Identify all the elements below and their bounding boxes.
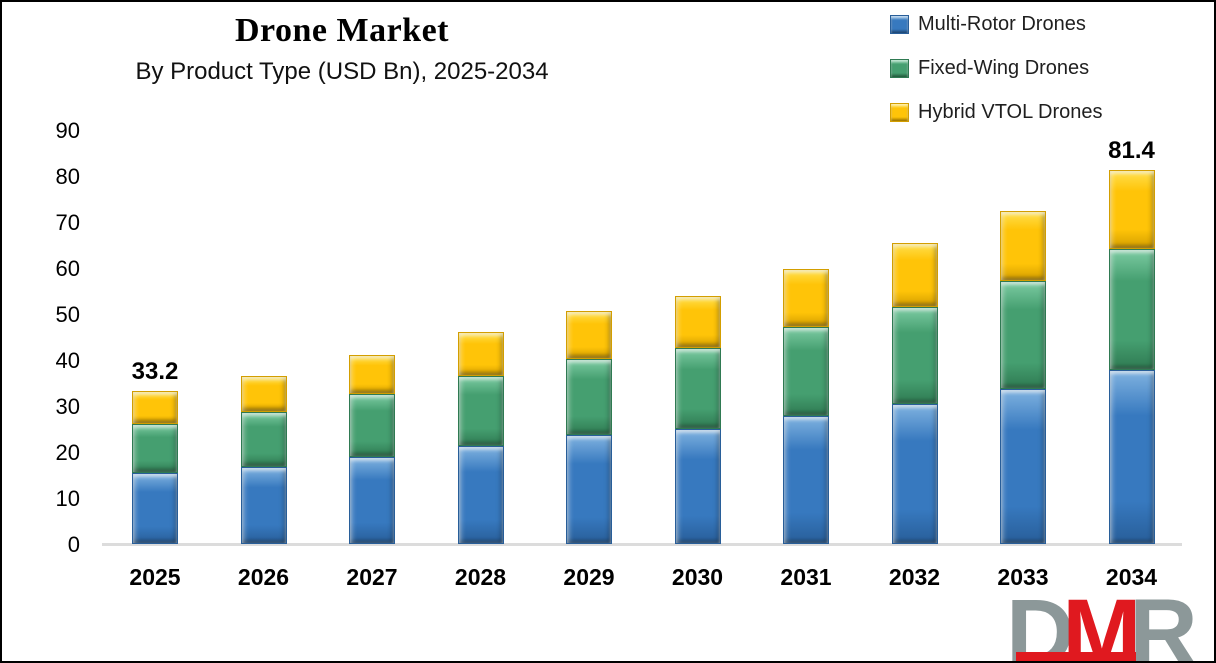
legend-label: Multi-Rotor Drones <box>918 13 1086 35</box>
stacked-bar-2032 <box>891 243 938 544</box>
x-axis-tick-label: 2025 <box>129 564 181 590</box>
bar-segment-hybrid-vtol-drones <box>891 243 938 307</box>
x-axis-tick-label: 2032 <box>888 564 941 590</box>
chart-title: Drone Market <box>234 12 450 49</box>
legend-label: Hybrid VTOL Drones <box>918 101 1103 123</box>
bar-segment-fixed-wing-drones <box>891 306 938 405</box>
bar-segment-multi-rotor-drones <box>132 473 178 544</box>
bar-segment-multi-rotor-drones <box>349 456 395 544</box>
bar-segment-fixed-wing-drones <box>1108 248 1155 371</box>
stacked-bar-2029 <box>566 311 612 544</box>
y-axis-tick-label: 10 <box>55 486 80 511</box>
legend-item-fixed-wing: Fixed-Wing Drones <box>890 57 1103 79</box>
stacked-bar-2030 <box>674 295 721 544</box>
bar-segment-hybrid-vtol-drones <box>457 331 504 377</box>
bar-segment-hybrid-vtol-drones <box>132 391 178 424</box>
bar-segment-hybrid-vtol-drones <box>783 268 829 328</box>
y-axis-tick-label: 20 <box>55 440 80 465</box>
bar-value-label-2034: 81.4 <box>1108 136 1155 164</box>
bar-segment-multi-rotor-drones <box>891 404 938 544</box>
x-axis-tick-label: 2030 <box>671 564 724 590</box>
x-axis-line <box>102 543 1182 546</box>
bar-segment-hybrid-vtol-drones <box>674 295 721 348</box>
bar-segment-fixed-wing-drones <box>674 347 721 429</box>
legend-item-multi-rotor: Multi-Rotor Drones <box>890 13 1103 35</box>
y-axis-tick-label: 0 <box>67 532 80 557</box>
logo-letter-r: R <box>1129 593 1198 663</box>
x-axis-tick-label: 2026 <box>237 564 290 590</box>
bar-segment-multi-rotor-drones <box>240 466 287 544</box>
y-axis-tick-label: 70 <box>55 210 80 235</box>
chart-subtitle: By Product Type (USD Bn), 2025-2034 <box>135 58 549 85</box>
bar-segment-fixed-wing-drones <box>457 376 504 447</box>
stacked-bar-2031 <box>783 268 829 544</box>
bar-segment-fixed-wing-drones <box>1000 281 1046 390</box>
y-axis-tick-label: 50 <box>55 302 80 327</box>
bar-segment-hybrid-vtol-drones <box>349 354 395 394</box>
bar-segment-multi-rotor-drones <box>674 428 721 544</box>
bar-segment-multi-rotor-drones <box>1000 389 1046 544</box>
y-axis-tick-label: 30 <box>55 394 80 419</box>
bar-segment-fixed-wing-drones <box>240 412 287 467</box>
logo-letter-m: M <box>1062 593 1141 663</box>
y-axis-tick-label: 90 <box>55 118 80 143</box>
x-axis-tick-label: 2029 <box>563 564 615 590</box>
legend-label: Fixed-Wing Drones <box>918 57 1090 79</box>
bar-segment-multi-rotor-drones <box>566 435 612 544</box>
dmr-logo: DMR <box>1006 593 1206 663</box>
bar-segment-fixed-wing-drones <box>566 359 612 436</box>
logo-red-bar <box>1016 652 1136 661</box>
legend-swatch-green-icon <box>890 59 909 78</box>
x-axis-tick-label: 2034 <box>1105 564 1158 590</box>
bar-segment-multi-rotor-drones <box>783 416 829 544</box>
bar-segment-hybrid-vtol-drones <box>1000 210 1046 282</box>
bar-segment-fixed-wing-drones <box>132 423 178 474</box>
bar-segment-multi-rotor-drones <box>1108 370 1155 544</box>
stacked-bar-2033 <box>1000 210 1046 544</box>
bar-segment-multi-rotor-drones <box>457 446 504 544</box>
bar-value-label-2025: 33.2 <box>131 358 179 386</box>
bar-segment-hybrid-vtol-drones <box>1108 169 1155 249</box>
x-axis-tick-label: 2027 <box>346 564 398 590</box>
legend-swatch-blue-icon <box>890 15 909 34</box>
legend-item-hybrid-vtol: Hybrid VTOL Drones <box>890 101 1103 123</box>
stacked-bar-2025 <box>132 391 178 544</box>
x-axis-tick-label: 2033 <box>997 564 1049 590</box>
x-axis-tick-label: 2028 <box>454 564 507 590</box>
stacked-bar-2034 <box>1108 169 1155 544</box>
y-axis-tick-label: 40 <box>55 348 80 373</box>
x-axis-tick-label: 2031 <box>780 564 832 590</box>
bar-segment-fixed-wing-drones <box>783 327 829 417</box>
y-axis-tick-label: 80 <box>55 164 80 189</box>
stacked-bar-2027 <box>349 354 395 544</box>
stacked-bar-2028 <box>457 331 504 544</box>
bar-segment-fixed-wing-drones <box>349 393 395 457</box>
stacked-bar-2026 <box>240 376 287 544</box>
legend-swatch-yellow-icon <box>890 103 909 122</box>
bar-segment-hybrid-vtol-drones <box>566 311 612 360</box>
legend: Multi-Rotor Drones Fixed-Wing Drones Hyb… <box>890 13 1103 146</box>
y-axis-tick-label: 60 <box>55 256 80 281</box>
bar-segment-hybrid-vtol-drones <box>240 376 287 412</box>
